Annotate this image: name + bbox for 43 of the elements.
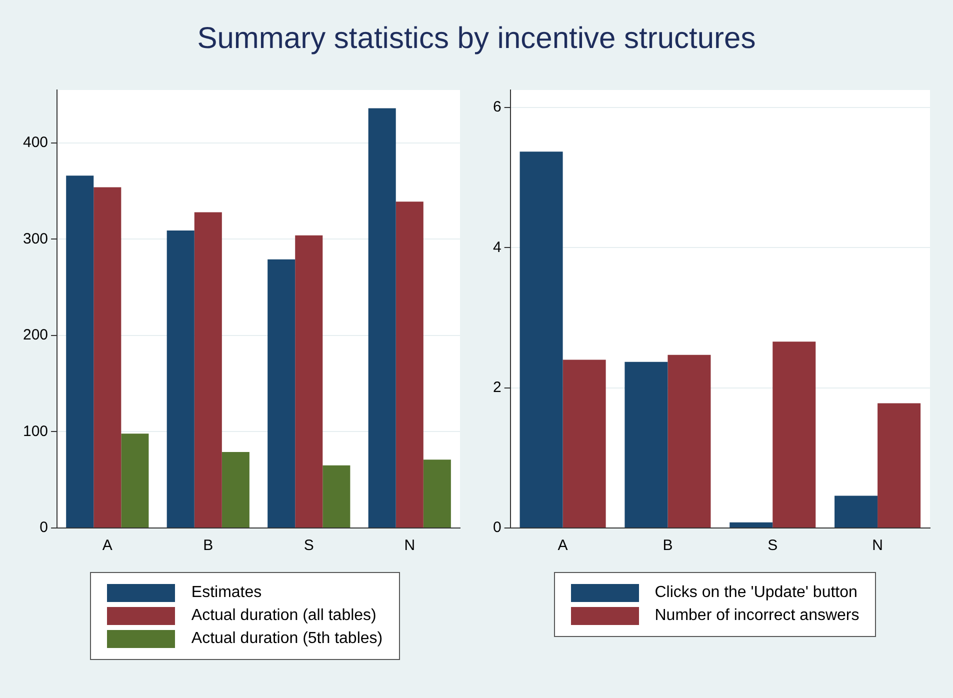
y-tick-label: 0 <box>493 519 502 536</box>
x-tick-label: N <box>404 537 416 554</box>
bar <box>268 259 296 528</box>
bar <box>396 202 424 528</box>
x-tick-label: S <box>304 537 314 554</box>
legend-label: Number of incorrect answers <box>654 607 860 625</box>
bar <box>772 342 816 528</box>
x-tick-label: B <box>662 537 673 554</box>
y-tick-label: 200 <box>22 326 48 344</box>
x-tick-label: N <box>872 537 883 554</box>
bar <box>562 360 606 528</box>
y-tick-label: 300 <box>22 230 48 248</box>
x-tick-label: S <box>768 537 778 554</box>
x-tick-label: B <box>203 537 214 554</box>
legend-label: Actual duration (all tables) <box>191 607 376 625</box>
x-tick-label: A <box>558 537 568 554</box>
legend-label: Clicks on the 'Update' button <box>654 584 858 602</box>
bar <box>878 403 921 528</box>
y-tick-label: 100 <box>22 422 48 440</box>
bar <box>730 522 773 528</box>
legend-label: Estimates <box>191 584 262 602</box>
bar <box>322 465 350 528</box>
bar <box>520 152 563 528</box>
y-tick-label: 2 <box>493 378 502 396</box>
y-tick-label: 0 <box>40 519 48 536</box>
y-tick-label: 6 <box>493 98 502 116</box>
x-tick-label: A <box>102 537 112 554</box>
bar <box>94 187 122 528</box>
bar <box>222 452 250 528</box>
bar <box>194 212 222 528</box>
bar <box>423 460 451 528</box>
bar <box>834 496 878 528</box>
bar <box>295 235 323 528</box>
legend-label: Actual duration (5th tables) <box>191 630 383 648</box>
bar <box>668 354 711 528</box>
chart-title: Summary statistics by incentive structures <box>196 22 757 56</box>
bar <box>624 362 668 528</box>
bar <box>121 434 149 528</box>
bar <box>166 230 194 528</box>
y-tick-label: 400 <box>22 134 48 152</box>
bar <box>66 176 94 528</box>
bar <box>368 108 396 528</box>
y-tick-label: 4 <box>493 238 502 256</box>
